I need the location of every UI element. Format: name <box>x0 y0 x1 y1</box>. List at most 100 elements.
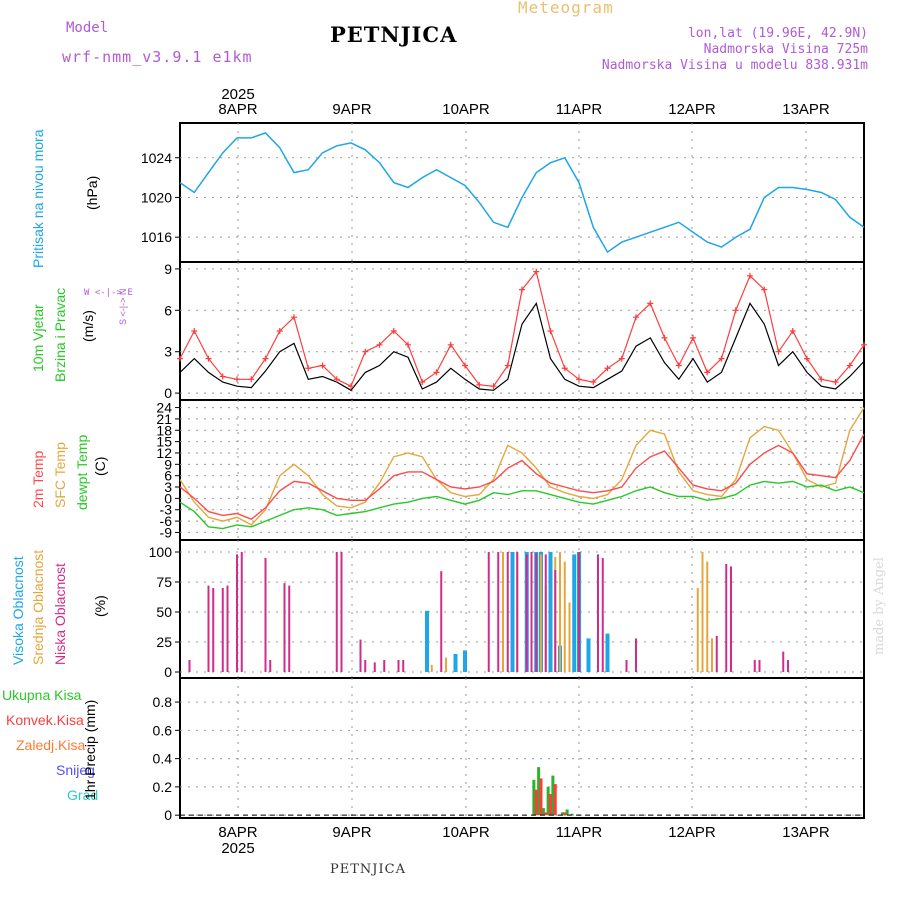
wind-gust-marker <box>376 341 383 348</box>
cloud-low-bar <box>335 552 338 672</box>
cloud-high-bar <box>605 633 610 672</box>
temp-ytick-label: -9 <box>160 524 173 540</box>
wind-gust-marker <box>747 272 753 279</box>
wind-gust-marker <box>861 341 867 348</box>
top-day-label: 8APR <box>218 101 257 118</box>
cloud-mid-bar <box>706 561 709 672</box>
cloud-low-bar <box>383 660 386 672</box>
conv-bar <box>544 812 548 816</box>
rain-bar <box>541 808 545 816</box>
wind-gust-marker <box>276 328 283 334</box>
top-day-label: 10APR <box>442 101 490 118</box>
wind-gust-marker <box>832 379 839 386</box>
wind-gust-marker <box>519 286 525 293</box>
wind-ytick-label: 0 <box>164 385 172 401</box>
conv-bar <box>539 778 543 816</box>
temp-ytick-label: 3 <box>164 479 172 495</box>
wind-gust-marker <box>789 328 796 334</box>
cloud-high-bar <box>548 552 553 672</box>
bottom-day-label: 13APR <box>782 824 830 841</box>
cloud-low-bar <box>544 554 547 672</box>
conv-bar <box>563 812 567 816</box>
temp-ytick-label: 24 <box>156 400 172 416</box>
wind-gust-marker <box>576 376 582 383</box>
wind-gust-marker <box>618 355 625 362</box>
cloud-ytick-label: 50 <box>156 604 172 620</box>
pressure-ytick-label: 1024 <box>141 150 172 166</box>
cloud-low-bar <box>506 552 509 672</box>
bottom-day-label: 9APR <box>332 824 371 841</box>
wind-speed-line <box>179 301 865 392</box>
top-year-label: 2025 <box>221 86 254 103</box>
wind-gust-marker <box>476 381 483 388</box>
cloud-high-bar <box>453 654 458 672</box>
cloud-ytick-label: 75 <box>156 574 172 590</box>
cloud-mid-bar <box>563 561 566 672</box>
cloud-mid-bar <box>568 602 571 672</box>
wind-gust-marker <box>647 300 654 307</box>
model-label: Model <box>66 20 109 36</box>
bottom-day-label: 12APR <box>668 824 716 841</box>
cloud-mid-bar <box>696 588 699 672</box>
cloud-low-bar <box>188 660 191 672</box>
cloud-mid-bar <box>502 552 504 672</box>
cloud-high-bar <box>572 554 577 672</box>
cloud-low-bar <box>758 660 761 672</box>
legend-rain: Ukupna Kisa <box>2 687 82 703</box>
cloud-low-bar <box>340 552 343 672</box>
top-day-label: 9APR <box>332 101 371 118</box>
model-elevation-label: Nadmorska Visina u modelu 838.931m <box>601 58 868 73</box>
wind-gust-marker <box>547 328 554 334</box>
wind-gust-marker <box>291 314 297 321</box>
wind-gust-marker <box>219 373 226 380</box>
chart-title: Meteogram <box>518 0 614 17</box>
legend-conv: Konvek.Kisa <box>6 712 84 728</box>
cloud-low-bar <box>530 552 533 672</box>
cloud-low-bar <box>240 552 243 672</box>
bottom-day-label: 8APR <box>218 824 257 841</box>
cloud-low-bar <box>397 660 400 672</box>
rain-bar <box>570 813 574 816</box>
cloud-mid-bar <box>540 554 542 672</box>
cloud-low-bar <box>207 585 210 672</box>
cloud-low-bar <box>269 660 272 672</box>
wind-gust-marker <box>405 341 411 348</box>
cloud-mid-bar <box>711 638 713 672</box>
cloud-low-bar <box>402 660 405 672</box>
cloud-mid-bar <box>559 552 561 672</box>
precip-ytick-label: 0.6 <box>153 722 173 738</box>
cloud-high-bar <box>510 552 515 672</box>
temp-ytick-label: 9 <box>164 456 172 472</box>
cloud-low-bar <box>373 662 376 672</box>
wind-gust-marker <box>690 334 696 341</box>
cloud-high-bar <box>425 610 429 672</box>
top-day-label: 11APR <box>556 101 603 118</box>
cloud-low-bar <box>725 564 728 672</box>
cloud-low-bar <box>715 636 718 672</box>
wind-gust-marker <box>462 362 468 369</box>
lonlat-label: lon,lat (19.96E, 42.9N) <box>687 26 868 41</box>
cloud-frame <box>179 539 865 679</box>
pressure-ytick-label: 1020 <box>141 189 172 205</box>
wind-gust-marker <box>490 383 497 390</box>
wind-gust-marker <box>818 376 825 383</box>
wind-gust-marker <box>732 307 739 314</box>
station-title: PETNJICA <box>330 22 458 47</box>
wind-gust-marker <box>333 376 340 383</box>
rain-bar <box>565 809 569 816</box>
wind-gust-marker <box>433 369 440 376</box>
t2m-line <box>179 433 865 521</box>
cloud-low-bar <box>578 552 580 672</box>
wind-gust-marker <box>604 365 611 372</box>
wind-ytick-label: 3 <box>164 344 172 360</box>
model-name: wrf-nmm_v3.9.1 e1km <box>62 48 253 66</box>
wind-gust-marker <box>661 334 668 341</box>
wind-gust-marker <box>262 355 269 362</box>
cloud-high-bar <box>586 638 591 672</box>
cloud-ytick-label: 25 <box>156 634 172 650</box>
rain-bar <box>560 812 564 816</box>
wind-ytick-label: 9 <box>164 261 172 277</box>
bottom-day-label: 11APR <box>556 824 603 841</box>
wind-gust-marker <box>775 348 782 355</box>
